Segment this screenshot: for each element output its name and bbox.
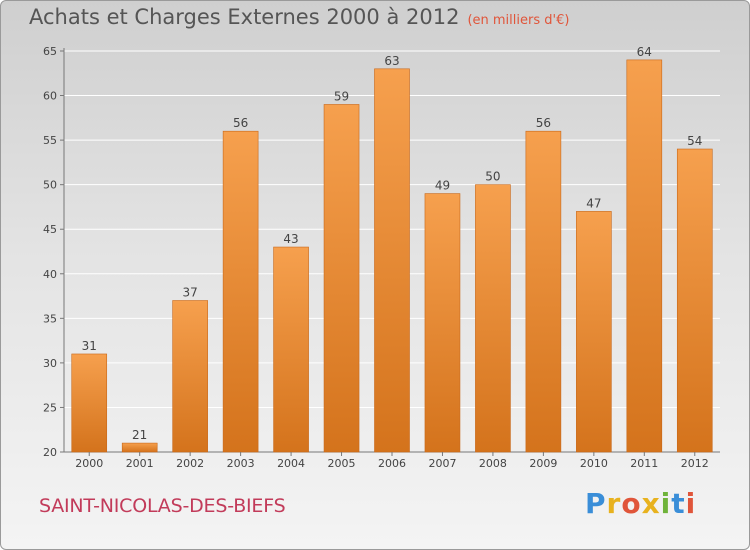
y-tick-label: 25 <box>43 401 57 414</box>
y-tick-label: 30 <box>43 357 57 370</box>
x-tick-label: 2010 <box>580 457 608 470</box>
y-tick-label: 60 <box>43 90 57 103</box>
x-tick-label: 2004 <box>277 457 305 470</box>
x-tick-label: 2007 <box>428 457 456 470</box>
bar <box>374 68 410 453</box>
y-tick-label: 45 <box>43 223 57 236</box>
y-tick-label: 65 <box>43 45 57 58</box>
x-tick-label: 2001 <box>126 457 154 470</box>
bar <box>71 353 108 453</box>
bar <box>222 130 259 453</box>
data-label: 50 <box>485 170 500 184</box>
chart-unit-label: (en milliers d'€) <box>467 13 570 28</box>
logo-letter: i <box>660 487 672 520</box>
chart-title: Achats et Charges Externes 2000 à 2012 (e… <box>29 5 569 29</box>
bar <box>576 211 612 453</box>
y-tick-label: 40 <box>43 268 57 281</box>
data-label: 43 <box>283 232 298 246</box>
x-tick-label: 2012 <box>681 457 709 470</box>
data-label: 49 <box>435 179 450 193</box>
x-tick-label: 2006 <box>378 457 406 470</box>
data-label: 54 <box>687 134 702 148</box>
chart-title-text: Achats et Charges Externes 2000 à 2012 <box>29 5 460 29</box>
x-tick-label: 2003 <box>227 457 255 470</box>
bar <box>626 59 663 453</box>
bar <box>676 148 713 453</box>
logo-letter: o <box>621 487 642 520</box>
x-tick-label: 2011 <box>630 457 658 470</box>
bar <box>323 104 360 453</box>
x-tick-label: 2002 <box>176 457 204 470</box>
bar <box>424 193 461 453</box>
bar <box>121 442 158 453</box>
data-label: 21 <box>132 428 147 442</box>
y-tick-label: 55 <box>43 134 57 147</box>
x-tick-label: 2009 <box>529 457 557 470</box>
y-tick-label: 50 <box>43 179 57 192</box>
bar <box>525 130 562 453</box>
x-tick-label: 2008 <box>479 457 507 470</box>
data-label: 47 <box>586 196 601 210</box>
x-tick-label: 2005 <box>328 457 356 470</box>
commune-name: SAINT-NICOLAS-DES-BIEFS <box>39 495 286 517</box>
bar <box>475 184 511 453</box>
logo-letter: i <box>685 487 697 520</box>
bar <box>273 246 309 453</box>
y-tick-label: 20 <box>43 446 57 459</box>
logo-letter: r <box>606 487 622 520</box>
data-label: 56 <box>233 116 248 130</box>
data-label: 63 <box>384 54 399 68</box>
data-label: 64 <box>637 45 652 59</box>
data-label: 31 <box>82 339 97 353</box>
proxiti-logo: Proxiti <box>585 487 696 520</box>
data-label: 56 <box>536 116 551 130</box>
x-tick-label: 2000 <box>75 457 103 470</box>
logo-letter: t <box>671 487 686 520</box>
data-label: 59 <box>334 89 349 103</box>
logo-letter: x <box>641 487 661 520</box>
logo-letter: P <box>585 487 607 520</box>
data-label: 37 <box>183 286 198 300</box>
bar <box>172 300 208 453</box>
y-tick-label: 35 <box>43 312 57 325</box>
